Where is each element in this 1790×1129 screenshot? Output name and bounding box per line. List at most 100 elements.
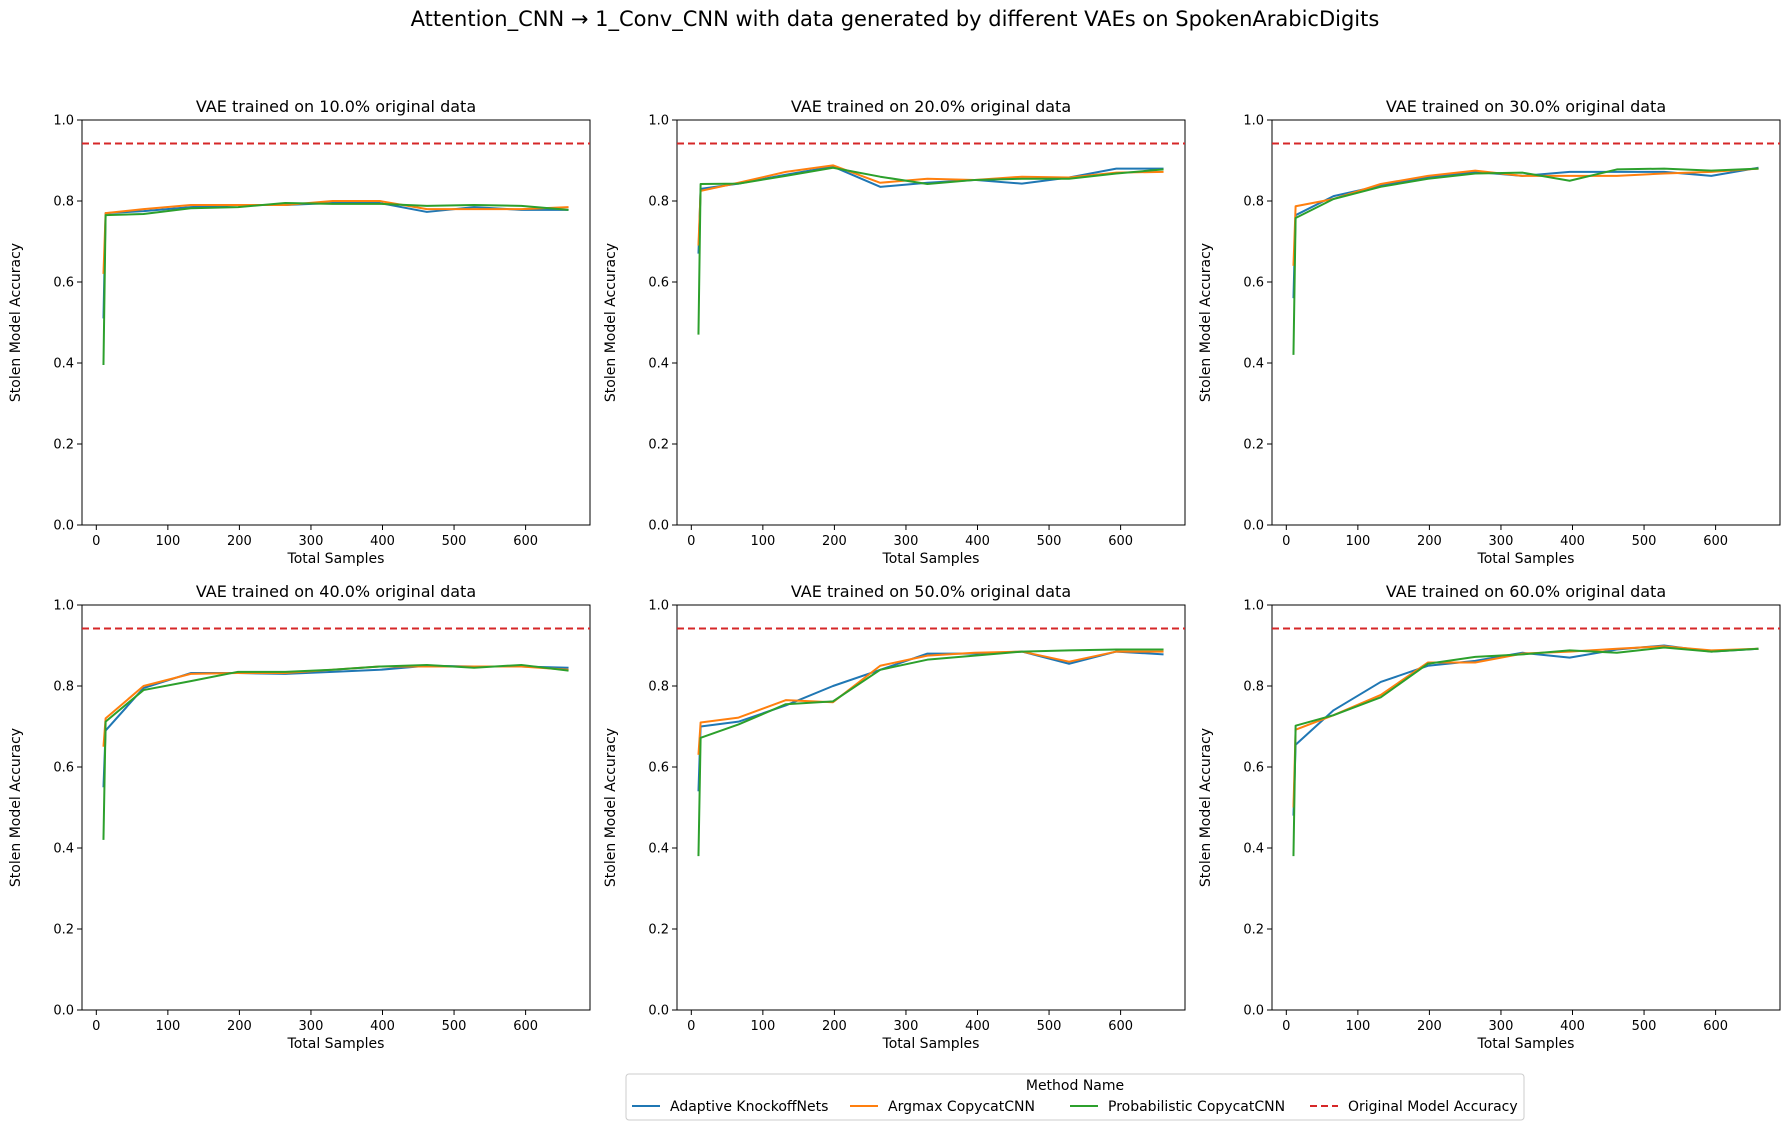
y-tick-label: 1.0 bbox=[1243, 599, 1264, 614]
y-axis-label: Stolen Model Accuracy bbox=[603, 243, 619, 402]
y-tick-label: 0.2 bbox=[648, 923, 669, 938]
x-axis-label: Total Samples bbox=[882, 551, 980, 567]
x-tick-label: 100 bbox=[1345, 1019, 1370, 1034]
y-tick-label: 0.0 bbox=[1243, 1004, 1264, 1019]
x-tick-label: 200 bbox=[1417, 1019, 1442, 1034]
series-line-probabilistic-copycatcnn bbox=[1292, 167, 1759, 355]
y-tick-label: 0.6 bbox=[648, 276, 669, 291]
x-tick-label: 200 bbox=[822, 1019, 847, 1034]
axes-frame bbox=[676, 604, 1186, 1011]
subplot-6: 0 100 200 300 400 500 600 0.0 0.2 0.4 0.6 0.8 1.0 VAE… bbox=[1198, 582, 1781, 1052]
plot-area bbox=[1272, 142, 1780, 355]
subplot-5: 0 100 200 300 400 500 600 0.0 0.2 0.4 0.6 0.8 1.0 VAE… bbox=[603, 582, 1186, 1052]
y-tick-label: 0.0 bbox=[1243, 519, 1264, 534]
y-tick-label: 0.2 bbox=[53, 923, 74, 938]
subplot-2: 0 100 200 300 400 500 600 0.0 0.2 0.4 0.6 0.8 1.0 VAE… bbox=[603, 97, 1186, 567]
subplot-title: VAE trained on 60.0% original data bbox=[1386, 582, 1666, 601]
legend-entries: Adaptive KnockoffNets Argmax CopycatCNN Pr… bbox=[632, 1099, 1518, 1115]
y-tick-label: 1.0 bbox=[1243, 114, 1264, 129]
axes-frame bbox=[1271, 604, 1781, 1011]
series-line-probabilistic-copycatcnn bbox=[102, 202, 569, 366]
subplot-title: VAE trained on 50.0% original data bbox=[791, 582, 1071, 601]
y-tick-label: 0.0 bbox=[648, 519, 669, 534]
y-tick-label: 0.6 bbox=[1243, 276, 1264, 291]
x-tick-label: 400 bbox=[1560, 1019, 1585, 1034]
y-tick-label: 1.0 bbox=[648, 599, 669, 614]
y-tick-label: 0.2 bbox=[53, 438, 74, 453]
legend-frame bbox=[625, 1073, 1525, 1121]
x-tick-label: 400 bbox=[370, 1019, 395, 1034]
y-tick-label: 0.6 bbox=[53, 761, 74, 776]
x-tick-label: 300 bbox=[299, 534, 324, 549]
x-tick-label: 500 bbox=[442, 1019, 467, 1034]
y-axis-label: Stolen Model Accuracy bbox=[1198, 243, 1214, 402]
plot-area bbox=[82, 627, 590, 840]
y-tick-label: 0.0 bbox=[53, 519, 74, 534]
y-tick-label: 0.4 bbox=[648, 842, 669, 857]
x-tick-label: 500 bbox=[1632, 534, 1657, 549]
y-axis-label: Stolen Model Accuracy bbox=[1198, 728, 1214, 887]
subplot-title: VAE trained on 40.0% original data bbox=[196, 582, 476, 601]
subplot-3: 0 100 200 300 400 500 600 0.0 0.2 0.4 0.6 0.8 1.0 VAE… bbox=[1198, 97, 1781, 567]
x-axis-label: Total Samples bbox=[1477, 551, 1575, 567]
x-tick-label: 0 bbox=[687, 1019, 695, 1034]
y-tick-label: 0.4 bbox=[1243, 357, 1264, 372]
subplot-1: 0 100 200 300 400 500 600 0.0 0.2 0.4 0.6 0.8 1.0 VAE… bbox=[8, 97, 591, 567]
y-axis-label: Stolen Model Accuracy bbox=[8, 728, 24, 887]
plot-area bbox=[677, 142, 1185, 335]
x-tick-label: 400 bbox=[965, 534, 990, 549]
legend-entry-probabilistic-copycatcnn: Probabilistic CopycatCNN bbox=[1070, 1099, 1285, 1115]
x-tick-label: 200 bbox=[227, 1019, 252, 1034]
x-tick-label: 500 bbox=[442, 534, 467, 549]
x-tick-label: 300 bbox=[894, 534, 919, 549]
y-tick-label: 0.6 bbox=[53, 276, 74, 291]
x-tick-label: 300 bbox=[1489, 534, 1514, 549]
x-axis-label: Total Samples bbox=[287, 1036, 385, 1052]
legend-label: Adaptive KnockoffNets bbox=[670, 1099, 828, 1115]
subplot-title: VAE trained on 30.0% original data bbox=[1386, 97, 1666, 116]
x-tick-label: 400 bbox=[1560, 534, 1585, 549]
x-tick-label: 100 bbox=[750, 1019, 775, 1034]
series-line-probabilistic-copycatcnn bbox=[102, 663, 569, 840]
subplot-title: VAE trained on 10.0% original data bbox=[196, 97, 476, 116]
y-tick-label: 0.4 bbox=[1243, 842, 1264, 857]
series-line-argmax-copycatcnn bbox=[697, 650, 1164, 755]
x-tick-label: 0 bbox=[1282, 1019, 1290, 1034]
legend-entry-original-model-accuracy: Original Model Accuracy bbox=[1310, 1099, 1518, 1115]
y-tick-label: 1.0 bbox=[53, 599, 74, 614]
y-tick-label: 0.4 bbox=[648, 357, 669, 372]
legend-entry-argmax-copycatcnn: Argmax CopycatCNN bbox=[850, 1099, 1035, 1115]
figure-title: Attention_CNN → 1_Conv_CNN with data gen… bbox=[411, 7, 1380, 32]
series-line-probabilistic-copycatcnn bbox=[697, 166, 1164, 335]
y-tick-label: 0.8 bbox=[53, 195, 74, 210]
subplot-4: 0 100 200 300 400 500 600 0.0 0.2 0.4 0.6 0.8 1.0 VAE… bbox=[8, 582, 591, 1052]
x-tick-label: 600 bbox=[1703, 1019, 1728, 1034]
x-tick-label: 0 bbox=[687, 534, 695, 549]
x-tick-label: 0 bbox=[92, 1019, 100, 1034]
x-tick-label: 200 bbox=[227, 534, 252, 549]
y-tick-label: 0.8 bbox=[648, 680, 669, 695]
x-tick-label: 100 bbox=[155, 1019, 180, 1034]
axes-frame bbox=[81, 119, 591, 526]
plot-area bbox=[1272, 627, 1780, 857]
subplot-grid: 0 100 200 300 400 500 600 0.0 0.2 0.4 0.6 0.8 1.0 VAE… bbox=[8, 97, 1781, 1052]
axes-frame bbox=[676, 119, 1186, 526]
legend-title: Method Name bbox=[1026, 1078, 1124, 1094]
y-tick-label: 0.8 bbox=[1243, 195, 1264, 210]
x-tick-label: 300 bbox=[1489, 1019, 1514, 1034]
y-tick-label: 0.2 bbox=[1243, 923, 1264, 938]
y-tick-label: 0.6 bbox=[648, 761, 669, 776]
y-axis-label: Stolen Model Accuracy bbox=[603, 728, 619, 887]
x-tick-label: 400 bbox=[965, 1019, 990, 1034]
legend-label: Probabilistic CopycatCNN bbox=[1108, 1099, 1285, 1115]
x-tick-label: 200 bbox=[1417, 534, 1442, 549]
y-axis-label: Stolen Model Accuracy bbox=[8, 243, 24, 402]
x-axis-label: Total Samples bbox=[882, 1036, 980, 1052]
x-tick-label: 500 bbox=[1632, 1019, 1657, 1034]
x-tick-label: 200 bbox=[822, 534, 847, 549]
x-tick-label: 300 bbox=[299, 1019, 324, 1034]
x-tick-label: 600 bbox=[513, 1019, 538, 1034]
y-tick-label: 0.6 bbox=[1243, 761, 1264, 776]
y-tick-label: 0.4 bbox=[53, 357, 74, 372]
